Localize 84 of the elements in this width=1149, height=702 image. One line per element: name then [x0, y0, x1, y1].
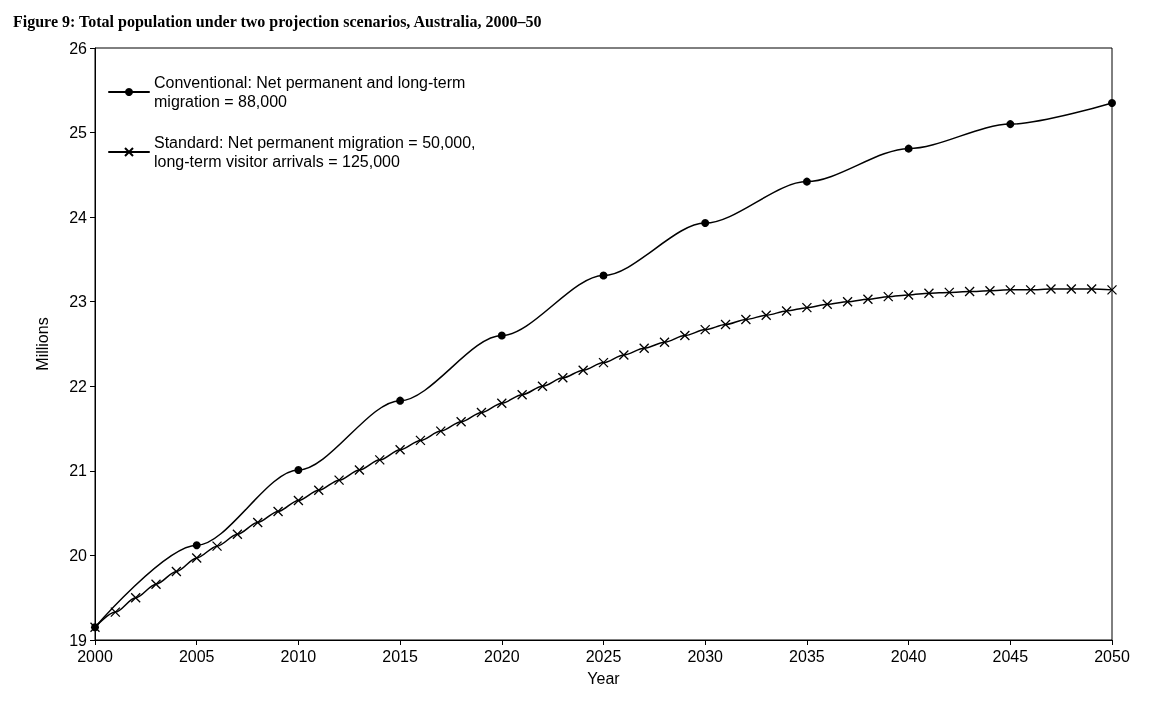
point — [578, 365, 589, 376]
point — [842, 296, 853, 307]
point — [802, 177, 811, 186]
point — [801, 302, 813, 313]
y-tick-label: 22 — [69, 377, 88, 395]
point — [232, 529, 243, 540]
point — [639, 343, 650, 354]
point — [1006, 120, 1015, 129]
point — [700, 324, 711, 335]
x-tick-label: 2020 — [484, 647, 520, 665]
point — [192, 541, 201, 550]
point — [618, 349, 629, 361]
point — [781, 305, 792, 317]
point — [272, 506, 284, 517]
y-tick-label: 19 — [69, 631, 88, 649]
point — [294, 466, 303, 475]
point — [701, 219, 710, 228]
point — [211, 540, 223, 552]
x-tick-label: 2010 — [280, 647, 317, 665]
point — [1066, 283, 1077, 295]
point — [822, 299, 833, 310]
x-tick-label: 2015 — [382, 647, 418, 665]
legend-label: Conventional: Net permanent and long-term migration = 88,000 — [154, 74, 470, 110]
point — [455, 416, 467, 427]
point — [923, 288, 935, 299]
point — [1108, 98, 1116, 107]
point — [1025, 284, 1036, 296]
point — [516, 389, 528, 400]
point — [1106, 284, 1118, 296]
point — [903, 289, 914, 301]
x-tick-label: 2005 — [178, 647, 215, 665]
x-axis-title: Year — [587, 669, 621, 687]
x-tick-label: 2030 — [687, 647, 724, 665]
point — [537, 381, 548, 392]
y-tick-label: 26 — [69, 39, 88, 57]
point — [598, 357, 609, 368]
chart-title: Figure 9: Total population under two projection scenarios, Australia, 2000–50 — [13, 12, 542, 31]
x-tick-label: 2045 — [992, 647, 1029, 665]
x-tick-label: 2025 — [585, 647, 622, 665]
point — [191, 552, 202, 564]
point — [904, 144, 913, 153]
y-axis-title: Millions — [33, 317, 51, 371]
point — [862, 294, 874, 305]
x-tick-label: 2000 — [77, 647, 113, 665]
point — [1045, 283, 1057, 295]
y-tick-label: 21 — [69, 462, 88, 480]
point — [415, 435, 426, 446]
x-tick-label: 2035 — [789, 647, 825, 665]
point — [333, 475, 345, 486]
point — [354, 464, 365, 476]
point — [496, 398, 507, 409]
point — [944, 287, 955, 298]
point — [252, 517, 263, 528]
point — [599, 271, 608, 280]
point — [374, 454, 385, 466]
x-tick-label: 2050 — [1094, 647, 1130, 665]
point — [394, 444, 406, 455]
point — [740, 314, 752, 325]
point — [557, 372, 568, 383]
x-tick-label: 2040 — [890, 647, 927, 665]
point — [313, 485, 324, 496]
y-tick-label: 20 — [69, 546, 88, 564]
point — [761, 310, 772, 321]
y-tick-label: 23 — [69, 293, 88, 311]
point — [435, 425, 446, 437]
point — [293, 495, 304, 506]
point — [396, 396, 405, 405]
point — [679, 330, 691, 341]
point — [984, 285, 996, 296]
point — [171, 566, 182, 577]
point — [1086, 283, 1097, 295]
point — [883, 291, 894, 302]
y-tick-label: 24 — [69, 208, 88, 226]
point — [476, 407, 487, 418]
point — [659, 337, 670, 348]
point — [130, 592, 141, 603]
point — [964, 286, 975, 297]
point — [1005, 284, 1016, 296]
point — [150, 579, 162, 590]
point — [497, 331, 506, 340]
point — [720, 319, 731, 330]
point — [110, 606, 121, 618]
y-tick-label: 25 — [69, 124, 88, 142]
legend-label: Standard: Net permanent migration = 50,000, long-term visitor arrivals = 125,000 — [154, 134, 480, 170]
